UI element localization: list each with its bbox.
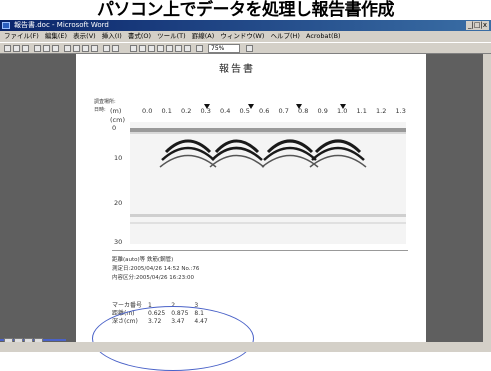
menu-edit[interactable]: 編集(E)	[44, 32, 68, 40]
excel-icon[interactable]	[157, 45, 164, 52]
menu-help[interactable]: ヘルプ(H)	[270, 32, 300, 40]
title-bar: 報告書.doc - Microsoft Word _|□|x	[0, 20, 491, 31]
marker-header: 1	[148, 302, 152, 309]
drawing-icon[interactable]	[175, 45, 182, 52]
info-line-3: 内容区分:2005/04/26 16:23:00	[112, 275, 195, 281]
x-tick-label: 0.6	[259, 107, 270, 115]
radar-scan-image	[130, 122, 406, 244]
menu-tools[interactable]: ツール(T)	[157, 32, 186, 40]
x-tick-label: 1.3	[395, 107, 406, 115]
divider	[112, 250, 408, 251]
x-tick-label: 0.9	[317, 107, 328, 115]
doc-map-icon[interactable]	[184, 45, 191, 52]
x-tick-label: 0.0	[142, 107, 153, 115]
document-page[interactable]: 報告書 調査場所: 日時: (m) 0.0 0.1 0.2 0.3 0.4 0.5 0.6 0…	[76, 54, 426, 371]
x-tick-label: 1.0	[337, 107, 348, 115]
save-icon[interactable]	[22, 45, 29, 52]
tables-icon[interactable]	[139, 45, 146, 52]
y-tick-10: 10	[114, 154, 123, 162]
y-tick-0: 0	[112, 124, 117, 132]
menu-insert[interactable]: 挿入(I)	[101, 32, 122, 40]
x-tick-label: 0.2	[181, 107, 192, 115]
menu-window[interactable]: ウィンドウ(W)	[220, 32, 265, 40]
window-title: 報告書.doc - Microsoft Word	[14, 21, 109, 29]
redo-icon[interactable]	[112, 45, 119, 52]
view-buttons	[4, 332, 44, 347]
paste-icon[interactable]	[82, 45, 89, 52]
x-axis-unit: (m)	[110, 107, 122, 115]
x-tick-label: 0.4	[220, 107, 231, 115]
x-tick-label: 1.1	[356, 107, 367, 115]
zoom-select[interactable]: 75%	[208, 44, 240, 53]
spell-icon[interactable]	[52, 45, 59, 52]
menu-file[interactable]: ファイル(F)	[4, 32, 39, 40]
doc-title: 報告書	[219, 64, 255, 75]
y-axis-unit: (cm)	[110, 116, 125, 124]
format-painter-icon[interactable]	[91, 45, 98, 52]
x-tick-label: 0.5	[239, 107, 250, 115]
x-tick-label: 0.1	[161, 107, 172, 115]
word-app-icon	[2, 22, 10, 29]
datetime-label: 日時:	[94, 107, 106, 113]
print-icon[interactable]	[34, 45, 41, 52]
vertical-scrollbar[interactable]	[483, 54, 491, 342]
word-window: 報告書.doc - Microsoft Word _|□|x ファイル(F) 編…	[0, 20, 491, 371]
window-controls[interactable]: _|□|x	[466, 21, 489, 30]
cut-icon[interactable]	[64, 45, 71, 52]
pointer-line	[0, 339, 66, 341]
show-hide-icon[interactable]	[196, 45, 203, 52]
standard-toolbar: 75%	[0, 42, 491, 54]
menu-table[interactable]: 罫線(A)	[191, 32, 215, 40]
marker-header: 3	[194, 302, 199, 309]
menu-format[interactable]: 書式(O)	[127, 32, 152, 40]
copy-icon[interactable]	[73, 45, 80, 52]
x-tick-label: 1.2	[376, 107, 387, 115]
highlight-ellipse	[92, 306, 254, 371]
info-line-2: 測定日:2005/04/26 14:52 No.:76	[112, 266, 200, 272]
undo-icon[interactable]	[103, 45, 110, 52]
marker-triangles	[204, 104, 346, 109]
x-tick-label: 0.7	[278, 107, 289, 115]
survey-place-label: 調査場所:	[94, 99, 116, 105]
preview-icon[interactable]	[43, 45, 50, 52]
x-tick-label: 0.3	[200, 107, 211, 115]
menu-acrobat[interactable]: Acrobat(B)	[305, 32, 341, 40]
columns-icon[interactable]	[166, 45, 173, 52]
x-tick-label: 0.8	[298, 107, 309, 115]
marker-header: マーカ番号	[112, 302, 143, 309]
hyperlink-icon[interactable]	[130, 45, 137, 52]
menu-view[interactable]: 表示(V)	[73, 32, 96, 40]
new-doc-icon[interactable]	[4, 45, 11, 52]
y-tick-20: 20	[114, 199, 123, 207]
open-icon[interactable]	[13, 45, 20, 52]
info-line-1: 距離(auto)等 鉄筋(鋼管)	[112, 257, 174, 263]
status-bar	[0, 342, 491, 352]
insert-table-icon[interactable]	[148, 45, 155, 52]
document-area: 報告書 調査場所: 日時: (m) 0.0 0.1 0.2 0.3 0.4 0.5 0.6 0…	[0, 54, 491, 371]
caption-banner: パソコン上でデータを処理し報告書作成	[0, 0, 491, 20]
y-tick-30: 30	[114, 238, 123, 246]
help-icon[interactable]	[246, 45, 253, 52]
menu-bar: ファイル(F) 編集(E) 表示(V) 挿入(I) 書式(O) ツール(T) 罫…	[0, 31, 491, 42]
